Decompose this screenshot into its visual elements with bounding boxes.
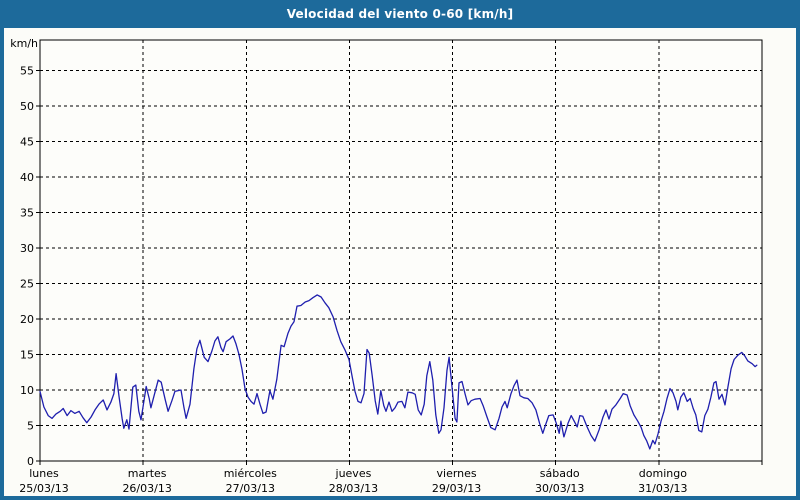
- day-name-label: lunes: [29, 467, 59, 480]
- day-date-label: 28/03/13: [329, 482, 378, 495]
- y-tick-label: 50: [20, 100, 34, 113]
- wind-speed-chart: km/h 0 5 10 15 20 25 30 35 40 45 50 55 lunes 25/03/13…: [10, 37, 763, 495]
- day-date-label: 25/03/13: [19, 482, 68, 495]
- y-axis-unit-label: km/h: [10, 37, 38, 50]
- chart-panel: km/h 0 5 10 15 20 25 30 35 40 45 50 55 lunes 25/03/13…: [4, 28, 796, 496]
- plot-area: [39, 39, 763, 462]
- y-tick-label: 15: [20, 349, 34, 362]
- y-tick-label: 10: [20, 384, 34, 397]
- day-date-label: 30/03/13: [535, 482, 584, 495]
- y-tick-label: 35: [20, 207, 34, 220]
- day-name-label: sábado: [540, 467, 580, 480]
- day-name-label: jueves: [335, 467, 372, 480]
- y-tick-label: 40: [20, 171, 34, 184]
- y-tick-label: 45: [20, 136, 34, 149]
- day-date-label: 31/03/13: [638, 482, 687, 495]
- day-name-label: domingo: [639, 467, 687, 480]
- day-name-label: martes: [128, 467, 167, 480]
- y-tick-label: 20: [20, 313, 34, 326]
- y-tick-label: 25: [20, 278, 34, 291]
- y-tick-label: 0: [27, 455, 34, 468]
- day-name-label: viernes: [437, 467, 477, 480]
- day-date-label: 26/03/13: [122, 482, 171, 495]
- window-title: Velocidad del viento 0-60 [km/h]: [286, 7, 514, 21]
- window-title-bar: Velocidad del viento 0-60 [km/h]: [0, 0, 800, 28]
- wind-speed-line: [39, 294, 758, 450]
- y-tick-label: 30: [20, 242, 34, 255]
- day-date-label: 29/03/13: [432, 482, 481, 495]
- y-tick-label: 55: [20, 65, 34, 78]
- day-date-label: 27/03/13: [226, 482, 275, 495]
- day-name-label: miércoles: [224, 467, 277, 480]
- y-tick-label: 5: [27, 420, 34, 433]
